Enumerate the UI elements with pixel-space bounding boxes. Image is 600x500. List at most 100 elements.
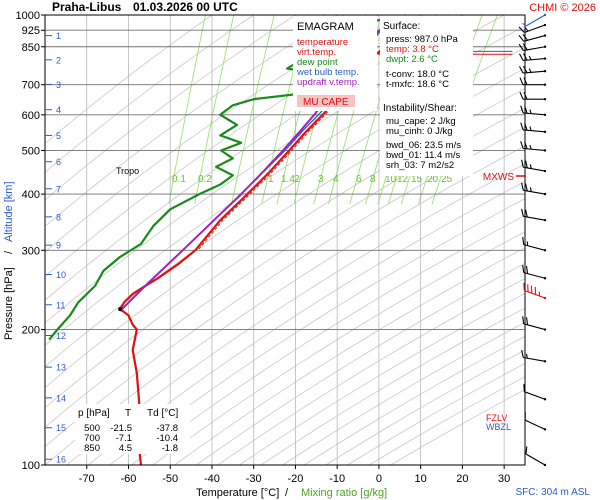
y-axis-label-separator: / bbox=[3, 250, 15, 254]
pressure-tick-label: 1000 bbox=[16, 10, 40, 22]
wind-barb-feather bbox=[524, 122, 528, 131]
altitude-tick-label: 12 bbox=[56, 331, 66, 341]
altitude-tick-label: 14 bbox=[56, 393, 66, 403]
wind-barb bbox=[519, 65, 547, 74]
x-axis-label-separator: / bbox=[285, 487, 289, 499]
altitude-tick-label: 5 bbox=[56, 131, 61, 141]
wind-barb bbox=[518, 43, 547, 52]
level-table-box bbox=[75, 404, 190, 454]
wind-barb-base bbox=[543, 57, 547, 60]
temperature-tick-label: -30 bbox=[246, 473, 262, 485]
dry-adiabat bbox=[45, 145, 525, 465]
pressure-tick-label: 600 bbox=[22, 110, 40, 122]
y-axis-label-altitude: Altitude [km] bbox=[3, 181, 15, 242]
wind-barb-base bbox=[543, 34, 547, 37]
temperature-tick-label: -50 bbox=[162, 473, 178, 485]
mixing-ratio-label: 12 bbox=[397, 174, 409, 185]
table-header: p [hPa] bbox=[78, 408, 110, 419]
pressure-tick-label: 700 bbox=[22, 80, 40, 92]
wind-barb bbox=[522, 13, 547, 27]
pressure-tick-label: 200 bbox=[22, 325, 40, 337]
mixing-ratio-label: 0.1 bbox=[172, 174, 186, 185]
wind-barb-half-feather bbox=[528, 68, 532, 73]
wind-barb-base bbox=[543, 277, 547, 280]
altitude-tick-label: 10 bbox=[56, 270, 66, 280]
wind-barb-feather bbox=[523, 53, 528, 61]
wind-barb-base bbox=[543, 149, 547, 152]
mixing-ratio-label: 10 bbox=[385, 174, 397, 185]
wind-barb-feather bbox=[522, 237, 525, 245]
wind-barb-staff bbox=[524, 419, 546, 430]
wind-barb-base bbox=[543, 83, 547, 86]
mixing-ratio-line bbox=[168, 15, 206, 205]
wind-barb-base bbox=[543, 113, 547, 117]
legend-item: wet bulb temp. bbox=[296, 67, 359, 78]
mixing-ratio-label: 0.2 bbox=[198, 174, 212, 185]
wind-barb bbox=[518, 23, 547, 34]
shear-line: bwd_01: 11.4 m/s bbox=[386, 150, 461, 161]
wind-barb bbox=[520, 122, 547, 134]
wind-barb-base bbox=[543, 45, 547, 48]
pressure-tick-label: 925 bbox=[22, 25, 40, 37]
altitude-tick-label: 1 bbox=[56, 31, 61, 41]
wind-barb-feather bbox=[523, 91, 528, 100]
altitude-tick-label: 16 bbox=[56, 455, 66, 465]
legend-item: virt.temp. bbox=[297, 47, 336, 58]
wind-barb-base bbox=[543, 192, 547, 196]
wind-barb bbox=[521, 208, 547, 222]
pressure-tick-label: 400 bbox=[22, 189, 40, 201]
wind-barb-base bbox=[543, 428, 547, 431]
altitude-tick-label: 7 bbox=[56, 184, 61, 194]
pressure-tick-label: 850 bbox=[22, 42, 40, 54]
dry-adiabat bbox=[45, 107, 525, 428]
altitude-tick-label: 6 bbox=[56, 157, 61, 167]
tropo-label: Tropo bbox=[116, 166, 139, 176]
wind-barb-base bbox=[543, 218, 547, 222]
wind-barb-staff bbox=[525, 453, 546, 466]
temperature-tick-label: -40 bbox=[204, 473, 220, 485]
wind-barb bbox=[520, 105, 547, 117]
y-axis-label-pressure: Pressure [hPa] bbox=[3, 267, 15, 340]
wind-barb bbox=[523, 384, 547, 401]
wind-barb-half-feather bbox=[529, 126, 532, 131]
wind-barb bbox=[518, 33, 547, 42]
surface-title: Surface: bbox=[383, 21, 420, 32]
conv-line: t-mxfc: 18.6 °C bbox=[386, 79, 449, 90]
level-table: p [hPa] T Td [°C] 500 -21.5 -37.8 700 -7.1 -10.4… bbox=[78, 408, 178, 454]
mixing-ratio-line bbox=[231, 15, 275, 205]
table-cell: 500 bbox=[84, 423, 100, 434]
table-header: Td [°C] bbox=[147, 408, 178, 419]
surface-line: dwpt: 2.6 °C bbox=[386, 54, 438, 65]
wind-barb-half-feather bbox=[529, 164, 532, 169]
wind-barb-half-feather bbox=[529, 144, 532, 150]
conv-line: t-conv: 18.0 °C bbox=[386, 69, 449, 80]
wind-barb bbox=[521, 159, 547, 173]
wind-barb-feather bbox=[520, 141, 524, 149]
temperature-tick-label: 0 bbox=[376, 473, 382, 485]
wind-barb bbox=[520, 141, 547, 152]
wind-barb bbox=[525, 446, 547, 467]
altitude-tick-label: 9 bbox=[56, 241, 61, 251]
shear-line: srh_03: 7 m2/s2 bbox=[386, 160, 454, 171]
wind-barb-half-feather bbox=[529, 187, 532, 192]
mixing-ratio-label: 20 bbox=[427, 174, 439, 185]
wind-barb-feather bbox=[520, 122, 524, 131]
altitude-tick-label: 13 bbox=[56, 363, 66, 373]
dry-adiabat bbox=[87, 180, 525, 465]
surface-line: temp: 3.8 °C bbox=[386, 44, 439, 55]
dry-adiabat bbox=[66, 163, 525, 465]
wind-barb-half-feather bbox=[524, 27, 529, 32]
table-cell: 850 bbox=[84, 443, 100, 454]
pressure-tick-label: 100 bbox=[22, 460, 40, 472]
wind-barb-feather bbox=[521, 208, 524, 217]
dry-adiabat bbox=[109, 198, 525, 465]
x-axis-label-mixing: Mixing ratio [g/kg] bbox=[301, 487, 387, 499]
mixing-ratio-label: 6 bbox=[356, 174, 362, 185]
mixing-ratio-label: 1 bbox=[268, 174, 274, 185]
wind-barb-feather bbox=[518, 26, 525, 33]
wind-barb bbox=[522, 264, 547, 280]
wind-barb-half-feather bbox=[522, 22, 527, 27]
wind-barb-feather bbox=[519, 77, 524, 85]
wind-barb-feather bbox=[519, 66, 524, 74]
wind-barb bbox=[519, 53, 547, 62]
